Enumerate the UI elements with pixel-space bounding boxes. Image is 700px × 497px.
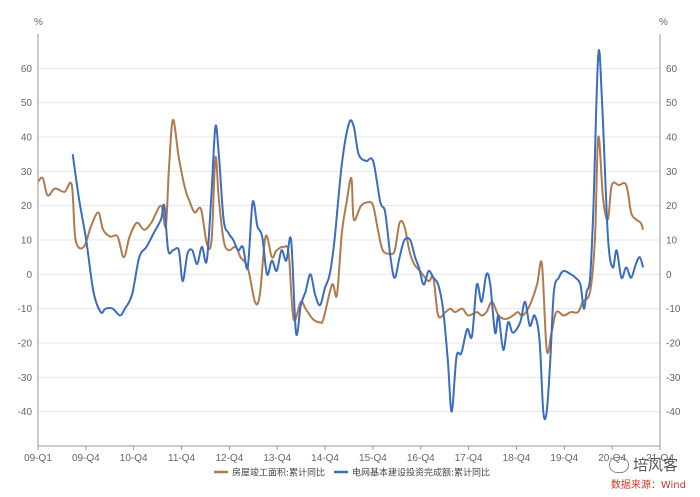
x-tick-label: 12-Q4 bbox=[215, 453, 243, 464]
wechat-icon bbox=[608, 456, 629, 473]
y-tick-label-left: 40 bbox=[21, 133, 33, 144]
y-tick-label-right: 20 bbox=[666, 201, 678, 212]
y-tick-label-right: 0 bbox=[666, 270, 672, 281]
x-tick-label: 15-Q4 bbox=[359, 453, 387, 464]
y-tick-label-right: 40 bbox=[666, 133, 678, 144]
y-tick-label-left: -40 bbox=[18, 407, 33, 418]
y-axis-right: -40 -30 -20 -10 0 10 20 30 40 50 60 bbox=[666, 64, 681, 418]
y-tick-label-right: 60 bbox=[666, 64, 678, 75]
y-tick-label-right: -40 bbox=[666, 407, 681, 418]
y-tick-label-left: 60 bbox=[21, 64, 33, 75]
x-tick-label: 19-Q4 bbox=[550, 453, 578, 464]
left-unit-label: % bbox=[34, 17, 43, 28]
y-tick-label-left: -10 bbox=[18, 304, 33, 315]
x-tick-label: 16-Q4 bbox=[407, 453, 435, 464]
series-line-2 bbox=[71, 49, 645, 421]
y-tick-label-left: 30 bbox=[21, 167, 33, 178]
legend-label: 房屋竣工面积:累计同比 bbox=[232, 467, 325, 479]
y-tick-label-right: -10 bbox=[666, 304, 681, 315]
y-tick-label-right: 50 bbox=[666, 98, 678, 109]
y-tick-label-left: 0 bbox=[26, 270, 32, 281]
x-tick-label: 09-Q4 bbox=[72, 453, 100, 464]
series-lines bbox=[37, 49, 645, 421]
x-tick-label: 11-Q4 bbox=[168, 453, 195, 464]
x-tick-label: 10-Q4 bbox=[120, 453, 148, 464]
x-tick-label: 13-Q4 bbox=[263, 453, 291, 464]
x-tick-label: 14-Q4 bbox=[311, 453, 339, 464]
y-tick-label-left: 50 bbox=[21, 98, 33, 109]
y-tick-label-right: -20 bbox=[666, 339, 681, 350]
y-tick-label-left: 20 bbox=[21, 201, 33, 212]
brand-name: 培风客 bbox=[632, 456, 678, 474]
legend: 房屋竣工面积:累计同比 电网基本建设投资完成额:累计同比 bbox=[214, 467, 490, 479]
right-unit-label: % bbox=[659, 17, 668, 28]
x-tick-label: 17-Q4 bbox=[455, 453, 483, 464]
y-tick-label-right: -30 bbox=[666, 373, 681, 384]
x-tick-label: 21-Q4 bbox=[646, 453, 674, 464]
y-tick-label-right: 10 bbox=[666, 236, 678, 247]
y-tick-label-left: -20 bbox=[18, 339, 33, 350]
legend-label: 电网基本建设投资完成额:累计同比 bbox=[352, 467, 490, 479]
x-tick-label: 18-Q4 bbox=[503, 453, 531, 464]
x-tick-label: 09-Q1 bbox=[24, 453, 52, 464]
y-tick-label-left: 10 bbox=[21, 236, 33, 247]
x-axis: 09-Q1 09-Q4 10-Q4 11-Q4 12-Q4 13-Q4 14-Q4 15-Q4… bbox=[24, 446, 674, 464]
y-tick-label-left: -30 bbox=[18, 373, 33, 384]
y-axis-left: -40 -30 -20 -10 0 10 20 30 40 50 60 bbox=[18, 64, 33, 418]
watermark-brand: 培风客 bbox=[608, 454, 678, 475]
source-note: 数据来源：Wind bbox=[610, 480, 686, 491]
gridlines bbox=[37, 34, 661, 447]
y-tick-label-right: 30 bbox=[666, 167, 678, 178]
